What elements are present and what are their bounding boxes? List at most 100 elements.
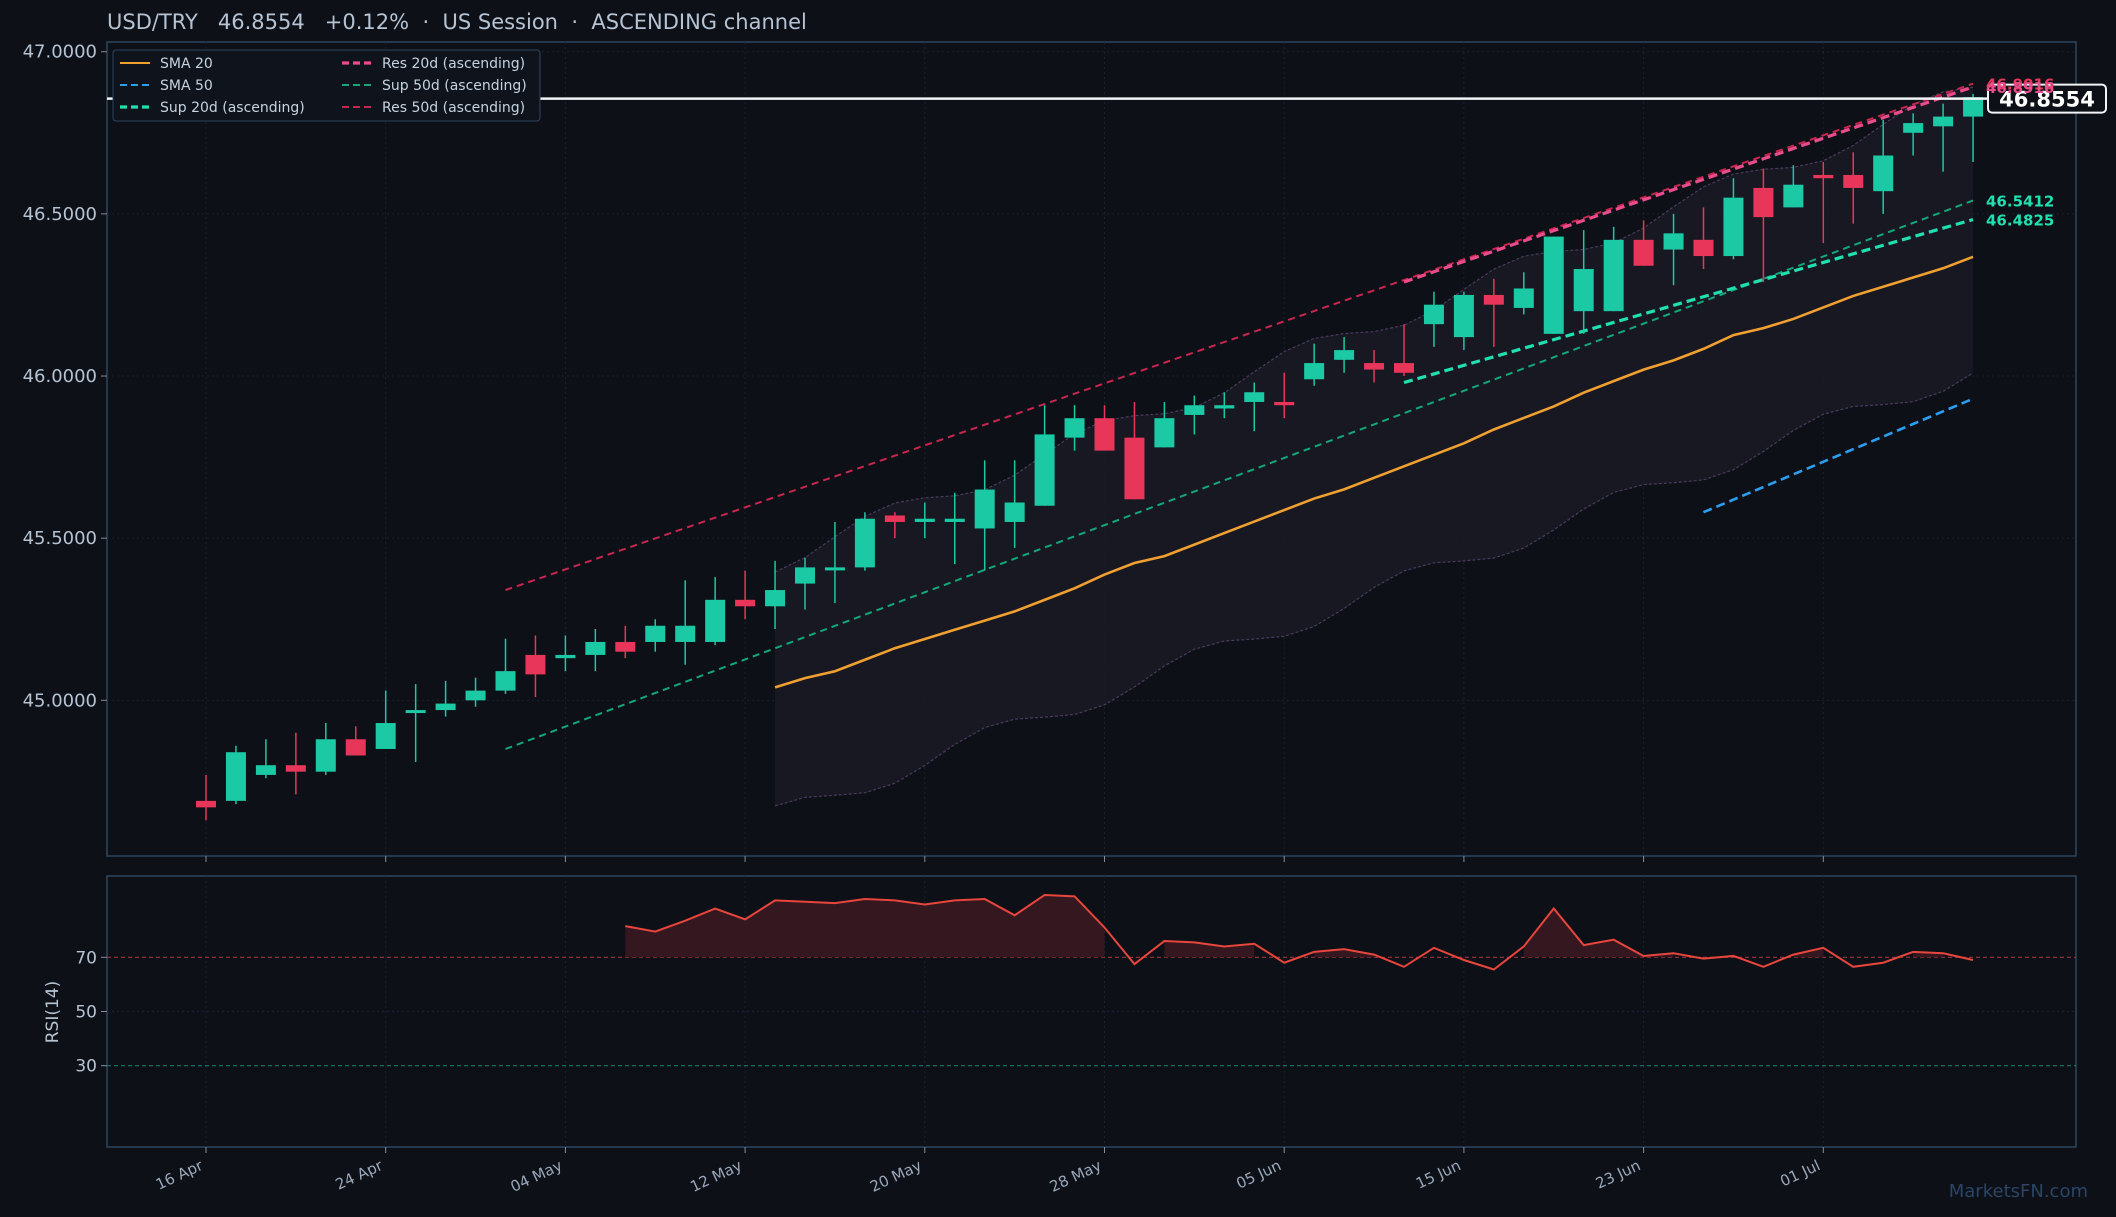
x-tick-label: 23 Jun <box>1593 1156 1643 1192</box>
x-tick-label: 24 Apr <box>333 1156 387 1194</box>
x-tick-label: 01 Jul <box>1777 1156 1823 1190</box>
candle-body <box>795 567 815 584</box>
sup50-line <box>505 199 1974 750</box>
candle-body <box>824 567 845 571</box>
candle-body <box>645 625 666 642</box>
y-tick-label: 47.0000 <box>23 42 97 63</box>
rsi-tick-label: 30 <box>75 1057 97 1077</box>
candle-body <box>255 765 276 775</box>
candle-body <box>1034 434 1055 506</box>
y-tick-label: 46.5000 <box>23 204 97 225</box>
candle-body <box>1274 401 1295 406</box>
candle-body <box>1364 363 1385 370</box>
y-tick-label: 46.0000 <box>23 366 97 387</box>
legend-label: SMA 50 <box>160 78 213 94</box>
price-label: 46.8554 <box>217 10 305 34</box>
candle-body <box>1573 269 1594 312</box>
candle-body <box>225 752 246 801</box>
candle-body <box>315 739 336 772</box>
x-tick-label: 15 Jun <box>1413 1156 1463 1192</box>
sma20-line <box>774 255 1974 689</box>
level-label: 46.5412 <box>1986 193 2054 211</box>
candle-body <box>1843 174 1864 188</box>
sma50-line <box>1702 397 1974 514</box>
candle-body <box>735 599 756 607</box>
candle-body <box>1154 418 1175 448</box>
last-price-badge <box>1987 83 2107 114</box>
rsi-line <box>625 893 1974 971</box>
rsi-tick-label: 70 <box>75 948 97 968</box>
x-tick-label: 16 Apr <box>153 1156 207 1194</box>
x-tick-label: 28 May <box>1047 1156 1104 1196</box>
rsi-overbought-fill <box>1523 908 1674 958</box>
title-separator: · <box>571 10 579 34</box>
candle-body <box>1004 502 1025 522</box>
legend: SMA 20 Res 20d (ascending) SMA 50 Sup 50d (… <box>112 49 541 122</box>
rsi-overbought-fill <box>1164 941 1255 958</box>
y-tick-label: 45.0000 <box>23 690 97 711</box>
candle-body <box>1723 197 1744 257</box>
candle-body <box>1184 405 1205 415</box>
title-separator: · <box>422 10 430 34</box>
candle-body <box>974 489 995 529</box>
candle-body <box>1663 233 1684 250</box>
legend-label: Res 50d (ascending) <box>382 100 525 116</box>
candle-body <box>854 518 875 568</box>
session-label: US Session <box>442 10 558 34</box>
candle-body <box>1813 174 1834 179</box>
candle-body <box>1064 418 1085 438</box>
candle-body <box>1633 239 1654 266</box>
channel-label: ASCENDING channel <box>591 10 807 34</box>
candle-body <box>944 518 965 522</box>
x-tick-label: 20 May <box>867 1156 924 1196</box>
symbol-label: USD/TRY <box>107 10 198 34</box>
candle-body <box>1094 418 1115 451</box>
level-label: 46.9016 <box>1986 76 2054 94</box>
chart-title: USD/TRY 46.8554 +0.12% · US Session · AS… <box>107 10 807 34</box>
rsi-overbought-fill <box>625 894 1105 958</box>
res50-line <box>505 82 1974 592</box>
candle-body <box>1304 363 1325 380</box>
level-label: 46.8916 <box>1986 79 2054 97</box>
candle-body <box>1513 288 1534 308</box>
candle-body <box>555 654 576 659</box>
candle-body <box>1933 116 1954 127</box>
change-label: +0.12% <box>324 10 410 34</box>
candle-body <box>1753 187 1774 218</box>
candle-body <box>1334 350 1355 360</box>
candle-body <box>1963 97 1984 117</box>
candle-body <box>1693 239 1714 257</box>
candle-body <box>585 641 606 655</box>
candle-body <box>405 710 426 714</box>
candle-body <box>884 515 905 522</box>
candle-body <box>435 703 456 711</box>
rsi-tick-label: 50 <box>75 1003 97 1023</box>
candle-body <box>1483 294 1504 305</box>
candle-body <box>914 518 935 522</box>
x-tick-label: 12 May <box>687 1156 744 1196</box>
candle-body <box>1783 184 1804 208</box>
candle-body <box>1394 363 1414 373</box>
legend-label: Sup 50d (ascending) <box>382 78 527 94</box>
candle-body <box>1244 392 1265 402</box>
y-tick-label: 45.5000 <box>23 528 97 549</box>
candle-body <box>1124 437 1145 500</box>
legend-label: SMA 20 <box>160 56 213 72</box>
legend-label: Sup 20d (ascending) <box>160 100 305 116</box>
candle-body <box>705 599 726 642</box>
legend-box <box>112 49 541 122</box>
legend-label: Res 20d (ascending) <box>382 56 525 72</box>
candle-body <box>1453 294 1474 338</box>
res20-line <box>1403 85 1974 284</box>
candle-body <box>465 690 486 701</box>
candle-body <box>615 641 636 652</box>
last-price-label: 46.8554 <box>1999 88 2095 112</box>
candle-body <box>1214 405 1235 409</box>
watermark: MarketsFN.com <box>1948 1181 2088 1202</box>
lower-band-line <box>774 372 1974 807</box>
rsi-axis-label: RSI(14) <box>43 981 63 1044</box>
sup20-line <box>1403 218 1974 385</box>
level-label: 46.4825 <box>1986 212 2054 230</box>
